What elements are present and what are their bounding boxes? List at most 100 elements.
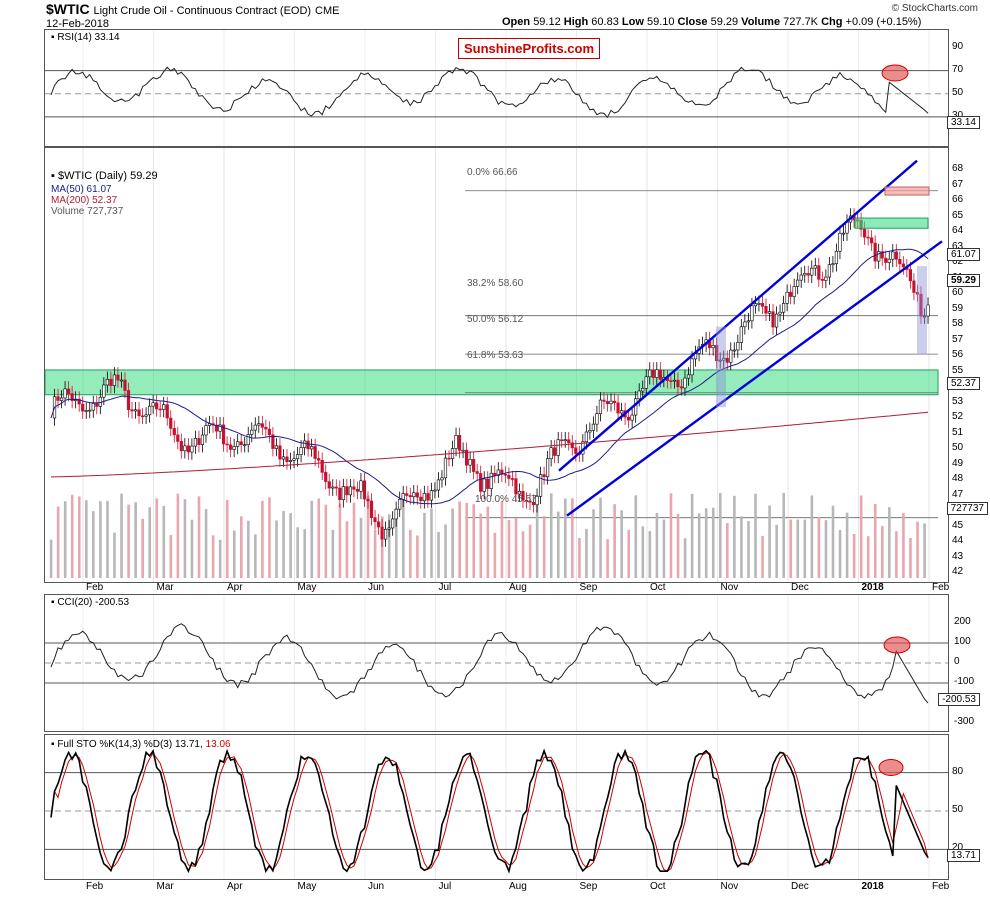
volume-bar <box>845 512 849 578</box>
candle-body <box>834 250 839 265</box>
price-tick: 65 <box>952 209 964 221</box>
candle-body <box>468 459 472 466</box>
volume-bar <box>838 529 842 578</box>
candle-body <box>221 424 226 445</box>
candle-body <box>560 439 564 442</box>
volume-bar <box>873 503 877 578</box>
price-tick: 63 <box>952 240 964 252</box>
price-tick: 50 <box>952 442 964 453</box>
candle-body <box>250 429 254 435</box>
support-zone <box>45 369 939 396</box>
month-tick: Jun <box>368 582 385 593</box>
candle-body <box>373 517 377 523</box>
candle-body <box>690 358 694 376</box>
candle-body <box>243 444 247 446</box>
volume-bar <box>500 501 504 578</box>
candle-body <box>553 447 557 456</box>
candle-body <box>503 473 507 476</box>
candle-body <box>926 304 930 317</box>
rsi-tick: 70 <box>952 63 964 75</box>
candle-body <box>412 492 416 498</box>
cci-tick: -300 <box>954 716 975 727</box>
candle-body <box>507 474 511 479</box>
candle-body <box>838 232 842 252</box>
candle-body <box>331 486 335 489</box>
month-tick: May <box>297 582 317 593</box>
volume-bar <box>465 502 469 578</box>
price-title: ▪ $WTIC (Daily) 59.29 <box>51 170 158 182</box>
volume-bar <box>134 502 137 578</box>
candle-body <box>246 434 250 445</box>
volume-bar <box>70 494 74 578</box>
candle-body <box>595 413 599 425</box>
candle-body <box>391 518 395 529</box>
candle-body <box>796 279 800 287</box>
volume-bar <box>190 519 194 578</box>
candle-body <box>898 258 902 265</box>
volume-bar <box>359 517 363 578</box>
month-tick: Sep <box>579 582 598 593</box>
price-tick: 64 <box>952 225 964 236</box>
sto-panel: ▪ Full STO %K(14,3) %D(3) 13.71, 13.06 <box>44 734 949 880</box>
candle-body <box>302 440 307 448</box>
candle-body <box>218 424 222 432</box>
cci-tick: 0 <box>954 656 960 667</box>
volume-bar <box>352 502 356 578</box>
cci-panel: ▪ CCI(20) -200.53 <box>44 594 949 732</box>
candle-body <box>602 399 606 402</box>
candle-body <box>866 236 870 239</box>
candle-body <box>429 490 433 501</box>
cci-tick: 200 <box>954 616 971 627</box>
gap-box-feb <box>917 266 927 355</box>
candle-body <box>183 445 187 452</box>
candle-body <box>369 500 374 519</box>
candle-body <box>144 414 148 417</box>
volume-bar <box>852 533 856 578</box>
month-tick: Aug <box>509 582 527 593</box>
candle-body <box>764 306 768 314</box>
candle-body <box>792 286 796 297</box>
volume-bar <box>578 537 581 578</box>
volume-bar <box>789 519 793 578</box>
candle-body <box>67 388 71 394</box>
sto-k-line <box>50 748 929 874</box>
volume-bar <box>127 504 130 578</box>
volume-bar <box>232 530 236 578</box>
volume-bar <box>444 524 447 578</box>
candle-body <box>440 477 444 481</box>
chart-header-title: $WTIC Light Crude Oil - Continuous Contr… <box>46 1 339 17</box>
candle-body <box>355 489 360 492</box>
sto-tick: 50 <box>952 804 964 815</box>
month-tick: Jun <box>368 881 385 892</box>
volume-bar <box>225 500 229 578</box>
candle-body <box>574 447 578 454</box>
candle-body <box>380 526 384 540</box>
price-tick: 56 <box>952 349 964 360</box>
candle-body <box>148 405 152 416</box>
candle-body <box>306 440 310 450</box>
volume-bar <box>56 506 60 578</box>
candle-body <box>676 379 680 388</box>
candle-body <box>644 376 648 389</box>
volume-bar <box>409 529 412 578</box>
volume-bar <box>49 539 53 578</box>
candle-body <box>616 402 620 414</box>
volume-bar <box>683 538 687 578</box>
volume-bar <box>458 501 461 578</box>
volume-bar <box>373 529 377 578</box>
volume-bar <box>634 495 638 578</box>
candle-body <box>362 480 367 500</box>
candle-body <box>781 303 786 313</box>
candle-body <box>567 439 571 444</box>
sto-tick: 80 <box>952 765 964 777</box>
candle-body <box>281 456 286 460</box>
volume-bar <box>486 506 490 578</box>
candle-body <box>570 442 574 449</box>
candle-body <box>711 345 715 349</box>
month-tick: 2018 <box>861 881 884 892</box>
candle-body <box>457 435 462 451</box>
volume-bar <box>211 535 215 578</box>
volume-bar <box>204 509 208 578</box>
volume-bar <box>479 513 483 578</box>
price-tick: 66 <box>952 194 964 205</box>
